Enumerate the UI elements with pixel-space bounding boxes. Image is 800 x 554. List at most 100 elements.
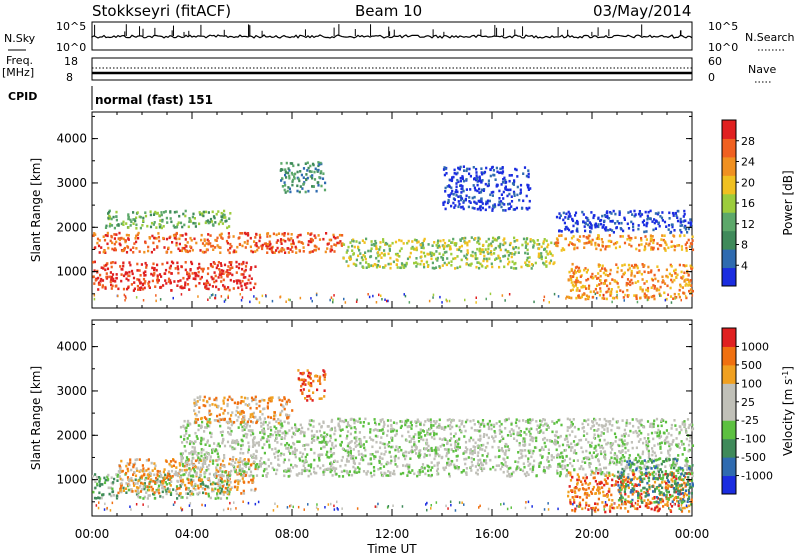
echo-cell bbox=[234, 470, 237, 473]
echo-cell bbox=[637, 433, 640, 437]
echo-cell bbox=[647, 296, 650, 299]
echo-cell bbox=[518, 443, 521, 447]
echo-cell bbox=[199, 485, 202, 488]
echo-cell bbox=[323, 431, 326, 435]
echo-cell bbox=[143, 473, 146, 476]
echo-cell bbox=[218, 444, 221, 448]
echo-cell bbox=[575, 229, 578, 232]
echo-cell bbox=[574, 271, 578, 274]
echo-cell bbox=[387, 444, 390, 448]
echo-cell bbox=[275, 433, 278, 437]
echo-cell bbox=[678, 263, 681, 267]
echo-cell bbox=[341, 455, 344, 459]
echo-cell bbox=[607, 239, 610, 243]
echo-cell bbox=[190, 483, 193, 487]
echo-cell bbox=[194, 484, 197, 488]
echo-cell bbox=[198, 222, 201, 226]
echo-cell bbox=[311, 299, 313, 303]
echo-cell bbox=[250, 488, 253, 492]
echo-cell bbox=[179, 474, 182, 478]
echo-cell bbox=[517, 460, 520, 464]
echo-cell bbox=[318, 459, 321, 462]
echo-cell bbox=[634, 281, 637, 284]
echo-cell bbox=[165, 282, 168, 285]
echo-cell bbox=[447, 461, 450, 464]
echo-cell bbox=[210, 294, 213, 297]
echo-cell bbox=[115, 473, 118, 476]
echo-cell bbox=[527, 449, 530, 453]
echo-cell bbox=[447, 244, 450, 247]
echo-cell bbox=[589, 230, 592, 234]
echo-cell bbox=[157, 235, 160, 239]
echo-cell bbox=[653, 444, 656, 447]
echo-cell bbox=[473, 448, 476, 452]
echo-cell bbox=[524, 420, 528, 423]
echo-cell bbox=[209, 482, 213, 486]
echo-cell bbox=[348, 256, 351, 259]
echo-cell bbox=[494, 468, 497, 472]
echo-cell bbox=[204, 285, 207, 288]
echo-cell bbox=[142, 219, 145, 223]
echo-cell bbox=[103, 238, 107, 242]
echo-cell bbox=[529, 238, 532, 241]
echo-cell bbox=[598, 283, 601, 286]
echo-cell bbox=[207, 242, 210, 246]
echo-cell bbox=[667, 246, 670, 250]
echo-cell bbox=[192, 486, 195, 490]
echo-cell bbox=[227, 273, 230, 276]
echo-cell bbox=[199, 458, 202, 462]
echo-cell bbox=[167, 478, 170, 481]
echo-cell bbox=[490, 244, 493, 248]
echo-cell bbox=[315, 293, 318, 297]
echo-cell bbox=[155, 299, 157, 303]
echo-cell bbox=[115, 240, 118, 244]
echo-cell bbox=[191, 272, 194, 275]
echo-cell bbox=[663, 431, 666, 435]
echo-cell bbox=[597, 263, 600, 266]
echo-cell bbox=[522, 443, 525, 447]
echo-cell bbox=[585, 278, 588, 282]
echo-cell bbox=[200, 275, 203, 279]
echo-cell bbox=[202, 491, 205, 495]
echo-cell bbox=[606, 430, 609, 433]
echo-cell bbox=[556, 455, 559, 459]
echo-cell bbox=[596, 277, 599, 280]
echo-cell bbox=[508, 179, 511, 183]
echo-cell bbox=[654, 431, 657, 434]
echo-cell bbox=[536, 239, 539, 242]
echo-cell bbox=[188, 276, 191, 280]
y-tick-label: 2000 bbox=[56, 220, 87, 234]
echo-cell bbox=[456, 266, 459, 270]
echo-cell bbox=[585, 438, 588, 441]
echo-cell bbox=[689, 221, 692, 224]
echo-cell bbox=[513, 253, 516, 256]
echo-cell bbox=[249, 281, 252, 285]
echo-cell bbox=[447, 198, 450, 202]
echo-cell bbox=[156, 490, 159, 494]
echo-cell bbox=[385, 462, 388, 466]
echo-cell bbox=[373, 473, 376, 477]
echo-cell bbox=[615, 290, 618, 293]
echo-cell bbox=[145, 469, 148, 472]
echo-cell bbox=[346, 421, 350, 424]
echo-cell bbox=[469, 419, 472, 423]
echo-cell bbox=[229, 427, 232, 430]
echo-cell bbox=[297, 240, 300, 244]
echo-cell bbox=[531, 436, 534, 440]
echo-cell bbox=[683, 271, 686, 275]
echo-cell bbox=[553, 261, 556, 264]
echo-cell bbox=[184, 483, 187, 487]
echo-cell bbox=[208, 418, 211, 421]
echo-cell bbox=[191, 215, 194, 219]
echo-cell bbox=[520, 207, 524, 210]
echo-cell bbox=[623, 443, 626, 446]
echo-cell bbox=[670, 278, 673, 282]
echo-cell bbox=[504, 427, 507, 430]
echo-cell bbox=[507, 472, 511, 476]
echo-cell bbox=[525, 174, 528, 178]
echo-cell bbox=[303, 448, 307, 451]
echo-cell bbox=[478, 242, 481, 246]
echo-cell bbox=[459, 265, 462, 269]
echo-cell bbox=[124, 240, 127, 244]
echo-cell bbox=[478, 266, 481, 270]
